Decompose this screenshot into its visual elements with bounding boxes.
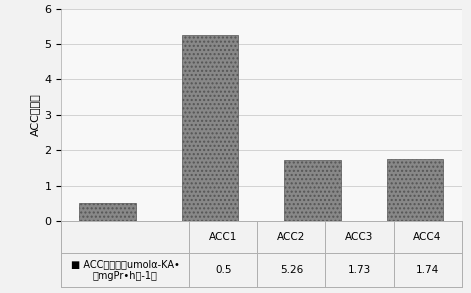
Bar [325, 253, 394, 287]
Text: 1.74: 1.74 [416, 265, 439, 275]
Text: ACC2: ACC2 [277, 232, 306, 242]
Bar [189, 253, 257, 287]
Bar [80, 203, 136, 221]
Bar [394, 221, 462, 253]
Text: ACC1: ACC1 [209, 232, 237, 242]
Text: ACC3: ACC3 [345, 232, 374, 242]
Bar [284, 160, 341, 221]
Bar [387, 159, 443, 221]
Bar [257, 221, 325, 253]
Bar [61, 221, 189, 253]
Text: 0.5: 0.5 [215, 265, 232, 275]
Text: 1.73: 1.73 [348, 265, 371, 275]
Bar [325, 221, 394, 253]
Bar [61, 253, 189, 287]
Text: ■ ACC脲氨酶（umolα-KA•
（mgPr•h）-1）: ■ ACC脲氨酶（umolα-KA• （mgPr•h）-1） [71, 259, 180, 281]
Y-axis label: ACC脲氨酶: ACC脲氨酶 [30, 93, 40, 136]
Text: ACC4: ACC4 [414, 232, 442, 242]
Bar [394, 253, 462, 287]
Text: 5.26: 5.26 [280, 265, 303, 275]
Bar [182, 35, 238, 221]
Bar [189, 221, 257, 253]
Bar [257, 253, 325, 287]
